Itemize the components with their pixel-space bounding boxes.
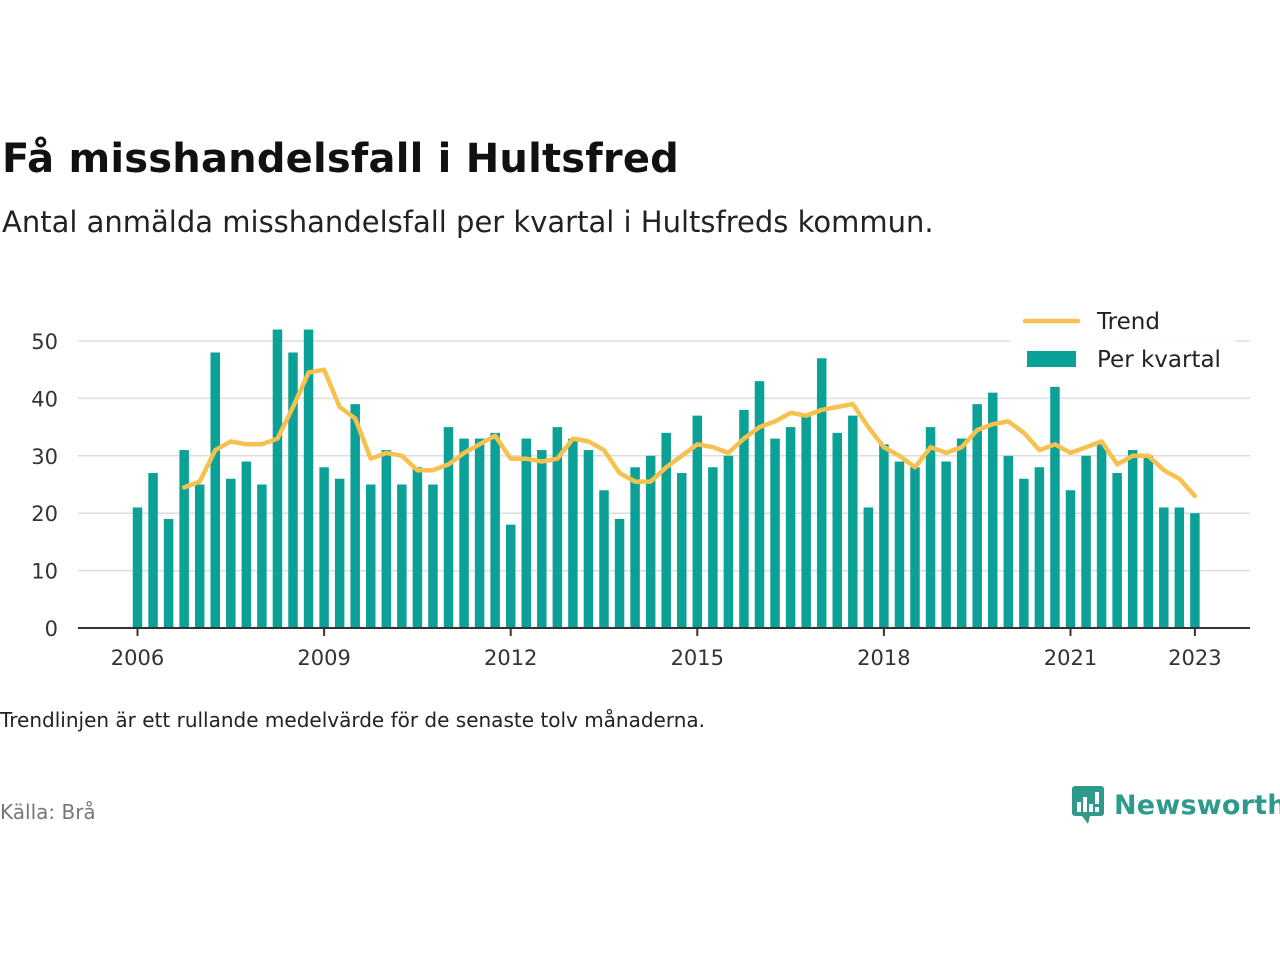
y-tick-label: 20	[31, 502, 58, 526]
bar	[568, 438, 578, 628]
bar	[241, 461, 252, 628]
bar	[179, 450, 189, 628]
bar	[1174, 507, 1185, 628]
bar	[988, 392, 998, 628]
legend-swatch-bars	[1027, 351, 1076, 367]
legend-label-trend: Trend	[1096, 309, 1160, 335]
bar	[956, 438, 967, 628]
bar	[1143, 455, 1153, 628]
bar	[334, 478, 345, 628]
bar	[459, 438, 469, 628]
bar	[443, 427, 454, 628]
bar	[972, 404, 982, 628]
y-tick-label: 10	[31, 560, 58, 584]
x-tick-label: 2023	[1168, 646, 1221, 670]
x-tick-label: 2021	[1044, 646, 1097, 670]
bar	[645, 455, 656, 628]
bar	[941, 461, 951, 628]
y-tick-label: 30	[31, 445, 58, 469]
bar	[863, 507, 874, 628]
bar	[194, 484, 205, 628]
bar	[1081, 455, 1091, 628]
bar	[1159, 507, 1169, 628]
bar	[848, 415, 858, 628]
bar	[350, 404, 360, 628]
y-tick-label: 40	[31, 387, 58, 411]
x-tick-label: 2012	[484, 646, 537, 670]
source-label: Källa: Brå	[0, 800, 96, 824]
bar	[1003, 455, 1014, 628]
bar	[210, 352, 220, 628]
bar	[257, 484, 267, 628]
bar	[1034, 467, 1045, 628]
bar	[397, 484, 407, 628]
bar	[303, 329, 314, 628]
bar	[583, 450, 594, 628]
bar	[785, 427, 796, 628]
x-tick-label: 2018	[857, 646, 910, 670]
bar	[1112, 473, 1122, 628]
newsworthy-logo: Newsworthy	[1070, 784, 1280, 826]
bar	[366, 484, 376, 628]
chart-subtitle: Antal anmälda misshandelsfall per kvarta…	[2, 205, 934, 239]
bar	[754, 381, 765, 628]
legend-label-bars: Per kvartal	[1097, 347, 1221, 373]
y-tick-label: 0	[45, 617, 58, 641]
bar	[1050, 386, 1060, 628]
bar	[1019, 478, 1029, 628]
bar-chart: 0 10 20 30 40 50 2006 2009 2012 2015 2018 2021 2023 T…	[31, 304, 1250, 670]
bar	[148, 473, 158, 628]
bar	[677, 473, 687, 628]
bar	[925, 427, 936, 628]
bar	[1096, 444, 1107, 628]
bar	[816, 358, 827, 628]
chart-title: Få misshandelsfall i Hultsfred	[2, 136, 679, 182]
y-tick-label: 50	[31, 330, 58, 354]
bar	[521, 438, 531, 628]
bar	[879, 444, 889, 628]
x-tick-label: 2009	[297, 646, 350, 670]
newsworthy-logo-icon	[1072, 786, 1104, 824]
bar	[505, 524, 516, 628]
bar	[630, 467, 640, 628]
bar	[490, 432, 500, 628]
bar	[537, 450, 547, 628]
bar	[288, 352, 298, 628]
bar	[319, 467, 329, 628]
bar	[739, 409, 749, 628]
bar	[1127, 450, 1138, 628]
bar	[723, 455, 734, 628]
bar	[832, 432, 842, 628]
bar	[132, 507, 143, 628]
legend-background	[1010, 304, 1235, 384]
bar	[226, 478, 236, 628]
bar	[552, 427, 563, 628]
bar	[614, 518, 625, 628]
bar	[661, 432, 671, 628]
bar	[163, 518, 174, 628]
bar	[692, 415, 703, 628]
bar	[910, 467, 920, 628]
bar	[474, 438, 485, 628]
bar	[428, 484, 438, 628]
bar	[599, 490, 609, 628]
bar	[272, 329, 283, 628]
trend-line	[181, 367, 1198, 499]
bar	[801, 415, 811, 628]
bar	[770, 438, 780, 628]
trend-note: Trendlinjen är ett rullande medelvärde f…	[0, 708, 706, 732]
x-tick-label: 2015	[671, 646, 724, 670]
bar	[708, 467, 718, 628]
bar	[1190, 513, 1200, 628]
bar	[894, 461, 905, 628]
bar	[381, 450, 392, 628]
bar	[1065, 490, 1076, 628]
newsworthy-logo-text: Newsworthy	[1114, 789, 1280, 821]
bar	[412, 467, 423, 628]
x-tick-label: 2006	[111, 646, 164, 670]
